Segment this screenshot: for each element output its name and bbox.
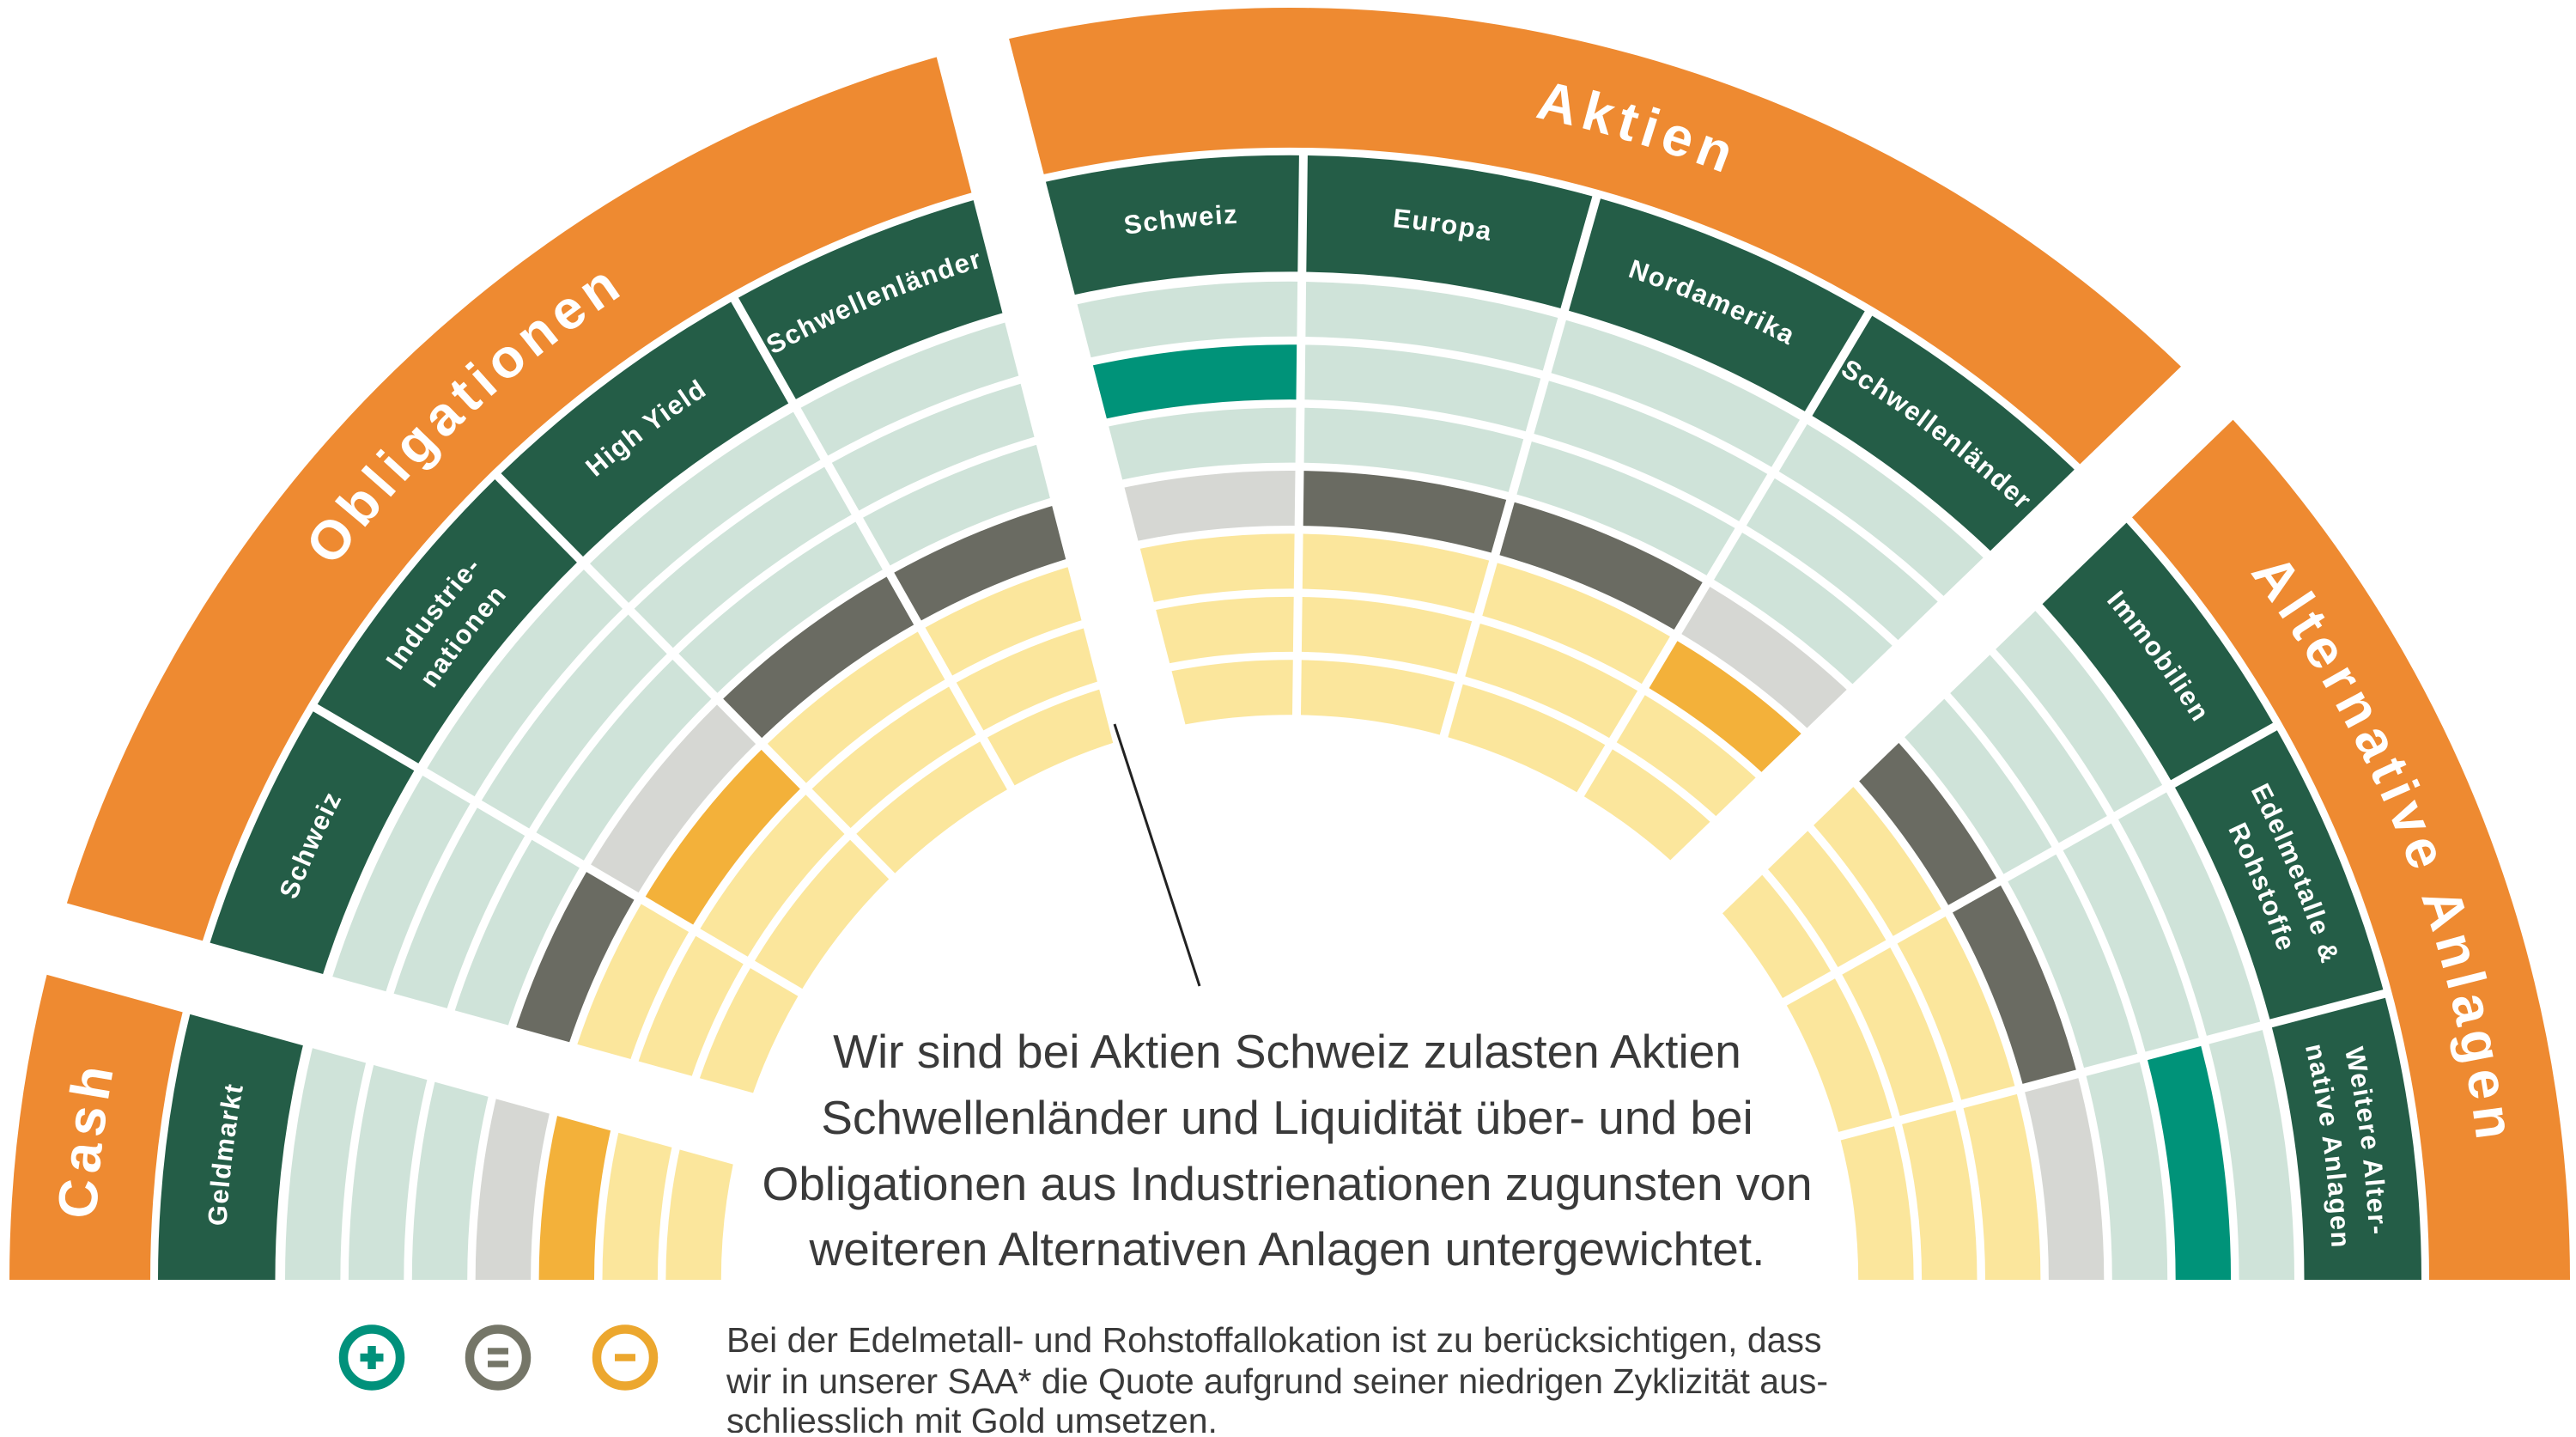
svg-text:Bei der Edelmetall- und Rohsto: Bei der Edelmetall- und Rohstoffallokati… — [726, 1320, 1821, 1360]
svg-text:weiteren Alternativen Anlagen: weiteren Alternativen Anlagen untergewic… — [809, 1222, 1765, 1276]
svg-text:wir in unserer SAA* die Quote: wir in unserer SAA* die Quote aufgrund s… — [726, 1361, 1828, 1401]
svg-text:Schwellenländer und Liquidität: Schwellenländer und Liquidität über- und… — [821, 1091, 1753, 1144]
svg-text:Obligationen aus Industrienati: Obligationen aus Industrienationen zugun… — [762, 1157, 1812, 1210]
svg-text:schliesslich mit Gold umsetzen: schliesslich mit Gold umsetzen. — [726, 1401, 1218, 1433]
svg-text:Wir sind bei Aktien Schweiz zu: Wir sind bei Aktien Schweiz zulasten Akt… — [833, 1025, 1741, 1078]
